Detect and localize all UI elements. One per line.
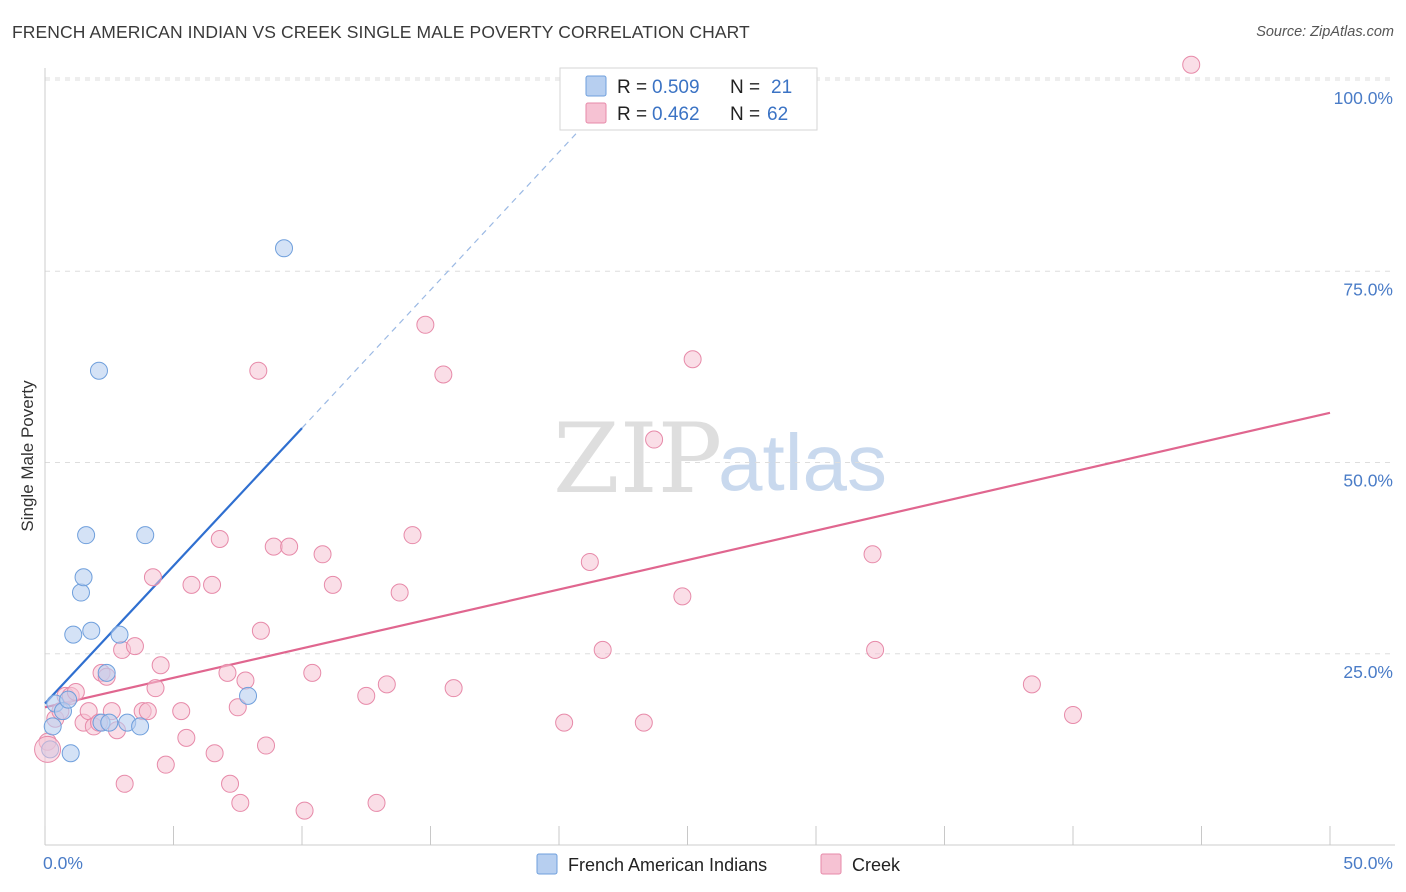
legend-r-label: R = (617, 77, 647, 98)
data-point-creek (416, 315, 435, 334)
data-point-creek (357, 686, 376, 705)
data-point-creek (221, 774, 240, 793)
data-point-french-american-indians (82, 621, 101, 640)
source-credit: Source: ZipAtlas.com (1256, 24, 1394, 40)
data-point-creek (673, 587, 692, 606)
data-point-french-american-indians (64, 625, 83, 644)
legend-r-label: R = (617, 104, 647, 125)
y-tick-label: 75.0% (1343, 279, 1393, 299)
data-point-french-american-indians (136, 526, 155, 545)
tick-labels: 100.0% 75.0% 50.0% 25.0% 0.0% 50.0% (43, 88, 1393, 873)
data-point-french-american-indians (71, 583, 90, 602)
data-point-creek (313, 545, 332, 564)
data-point-creek (210, 530, 229, 548)
data-point-creek (444, 679, 463, 698)
data-point-creek (303, 663, 322, 682)
data-point-creek (295, 801, 314, 820)
data-point-french-american-indians (100, 713, 119, 732)
legend-swatch-pink (585, 102, 607, 124)
watermark-zip: ZIP (553, 403, 722, 515)
data-point-creek (236, 671, 255, 690)
data-point-creek (125, 637, 144, 656)
trend-line-creek (44, 411, 1331, 709)
data-point-french-american-indians (110, 625, 129, 644)
data-point-creek (1064, 705, 1082, 724)
data-point-creek (555, 713, 574, 732)
data-point-creek (1022, 675, 1041, 694)
data-point-creek (257, 736, 276, 755)
y-axis-label: Single Male Poverty (18, 380, 37, 532)
series-label-pink: Creek (852, 855, 901, 875)
data-point-creek (367, 793, 386, 812)
data-point-french-american-indians (77, 526, 96, 545)
legend-n-value: 62 (767, 104, 788, 125)
correlation-legend: R = 0.509 N = 21 R = 0.462 N = 62 (559, 67, 818, 131)
legend-n-value: 21 (771, 77, 792, 98)
data-point-creek (249, 361, 268, 380)
data-point-creek (228, 698, 247, 717)
chart-title: FRENCH AMERICAN INDIAN VS CREEK SINGLE M… (12, 22, 750, 42)
data-point-creek (177, 728, 196, 747)
series-swatch-pink (820, 853, 842, 875)
data-points (34, 55, 1201, 820)
data-point-creek (390, 583, 409, 602)
series-swatch-blue (536, 853, 558, 875)
data-point-creek (280, 537, 299, 556)
watermark-atlas: atlas (718, 418, 887, 507)
trend-line-french-american-indians (44, 427, 303, 705)
data-point-french-american-indians (61, 744, 80, 763)
data-point-french-american-indians (239, 686, 258, 705)
y-tick-label: 50.0% (1343, 471, 1393, 491)
trend-lines (44, 110, 1331, 709)
data-point-creek (645, 430, 664, 449)
series-legend: French American Indians Creek (536, 853, 901, 875)
legend-r-value: 0.462 (652, 104, 700, 125)
data-point-creek (218, 663, 237, 682)
legend-n-label: N = (730, 77, 760, 98)
x-tick-label: 0.0% (43, 853, 83, 873)
gridlines (45, 77, 1395, 655)
data-point-creek-large (34, 735, 62, 763)
data-point-creek (231, 793, 250, 812)
y-tick-label: 100.0% (1334, 88, 1393, 108)
data-point-creek (138, 702, 157, 721)
data-point-creek (403, 526, 422, 545)
data-point-french-american-indians (275, 239, 294, 258)
data-point-creek (172, 702, 191, 721)
data-point-creek (863, 545, 882, 564)
data-point-creek (434, 365, 453, 384)
data-point-creek (143, 568, 162, 587)
data-point-creek (251, 621, 270, 640)
y-tick-label: 25.0% (1343, 662, 1393, 682)
data-point-creek (593, 640, 612, 659)
series-label-blue: French American Indians (568, 855, 767, 875)
data-point-french-american-indians (89, 361, 108, 380)
data-point-creek (683, 350, 702, 369)
data-point-french-american-indians (97, 663, 116, 682)
legend-r-value: 0.509 (652, 77, 700, 98)
data-point-creek (866, 640, 885, 659)
data-point-creek (323, 575, 342, 594)
data-point-creek (205, 744, 224, 763)
data-point-creek (115, 774, 134, 793)
legend-swatch-blue (585, 75, 607, 97)
data-point-creek (156, 755, 175, 774)
data-point-creek (203, 575, 222, 594)
data-point-creek (146, 679, 165, 698)
data-point-french-american-indians (43, 717, 62, 736)
legend-n-label: N = (730, 104, 760, 125)
data-point-creek (182, 575, 201, 594)
data-point-french-american-indians (131, 717, 150, 736)
data-point-french-american-indians (59, 690, 78, 709)
data-point-creek (151, 656, 170, 675)
data-point-french-american-indians (74, 568, 93, 587)
data-point-creek (1182, 55, 1201, 74)
data-point-creek (377, 675, 396, 694)
x-tick-label: 50.0% (1343, 853, 1393, 873)
data-point-creek (580, 552, 599, 571)
data-point-creek (264, 537, 283, 556)
axes (44, 68, 1395, 846)
data-point-creek (634, 713, 653, 732)
